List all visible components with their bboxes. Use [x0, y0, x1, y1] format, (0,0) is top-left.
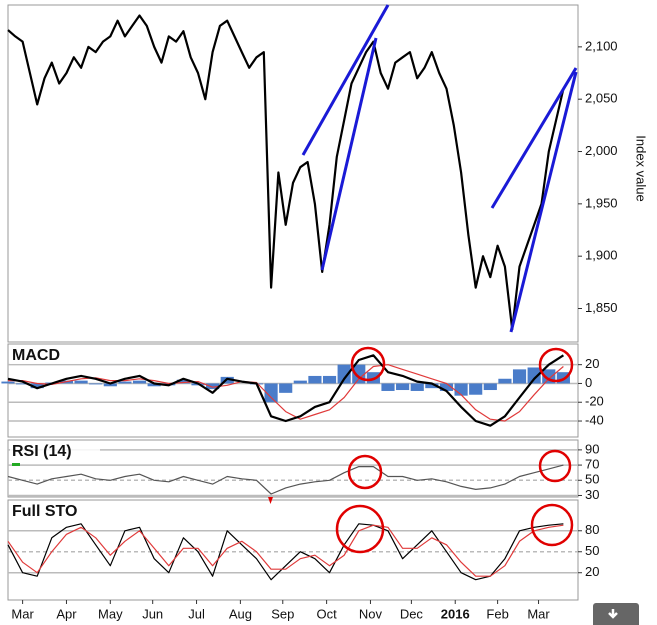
histogram-bar [176, 379, 190, 384]
panel-title-bg [10, 442, 100, 460]
histogram-bar [381, 383, 395, 391]
trend-line [320, 37, 378, 271]
trend-line [490, 67, 578, 209]
histogram-bar [147, 383, 161, 387]
x-tick-label: Sep [271, 606, 294, 621]
y-tick-label: 70 [585, 457, 599, 472]
histogram-bar [308, 375, 322, 384]
series-line [7, 464, 564, 495]
y-tick-label: 1,850 [585, 300, 618, 315]
histogram-bar [118, 381, 132, 384]
histogram-bar [337, 364, 351, 384]
histogram-bar [425, 383, 439, 389]
panel-frame [7, 4, 579, 343]
series-line [7, 354, 564, 427]
x-tick-label: Mar [11, 606, 34, 621]
highlight-circle [335, 504, 385, 554]
histogram-bar [410, 383, 424, 391]
download-icon[interactable] [608, 609, 618, 619]
series-line [8, 364, 564, 422]
histogram-bar [279, 383, 293, 393]
panel-title: MACD [12, 347, 60, 364]
highlight-circle [347, 454, 383, 490]
highlight-circles [335, 346, 574, 554]
x-tick-label: Mar [527, 606, 550, 621]
histogram-bar [396, 383, 410, 391]
histogram-bar [293, 380, 307, 384]
histogram-bar [512, 369, 527, 384]
x-tick-label: Apr [56, 606, 77, 621]
series-line [7, 14, 565, 331]
y-tick-label: -20 [585, 394, 604, 409]
highlight-circle [350, 346, 386, 382]
histogram-bar [103, 383, 117, 387]
y-tick-label: 20 [585, 356, 599, 371]
panel-title-bg [10, 502, 100, 520]
histogram-bar [498, 378, 512, 384]
histogram-bar [1, 381, 15, 384]
x-tick-label: Oct [316, 606, 337, 621]
y-tick-label: 0 [585, 375, 592, 390]
x-tick-label: Dec [400, 606, 424, 621]
panel-frame [7, 439, 579, 498]
panel-title: Full STO [12, 503, 77, 520]
series-line [7, 524, 564, 577]
y-axis-label: Index value [634, 135, 649, 202]
trend-line [509, 71, 578, 333]
highlight-circle [530, 503, 574, 547]
plot-layer: 1,850 1,900 1,950 2,000 2,050 2,100 Index valu… [1, 4, 649, 621]
y-tick-label: 2,000 [585, 143, 618, 158]
histogram-bar [74, 380, 88, 384]
histogram-bar [439, 383, 454, 391]
y-tick-label: 90 [585, 441, 599, 456]
histogram-bar [322, 375, 337, 384]
histogram-bar [89, 383, 103, 385]
x-tick-label: 2016 [441, 606, 470, 621]
x-tick-label: Aug [229, 606, 252, 621]
histogram-bar [206, 383, 220, 390]
histogram-bar [16, 383, 30, 385]
y-tick-label: 1,950 [585, 195, 618, 210]
series-line [7, 523, 564, 581]
trend-lines [301, 4, 578, 333]
highlight-circle [538, 449, 572, 483]
panel-title: RSI (14) [12, 443, 72, 460]
histogram-bar [454, 383, 468, 396]
y-tick-label: 50 [585, 472, 599, 487]
histogram-bar [132, 380, 147, 384]
y-tick-label: 2,100 [585, 38, 618, 53]
highlight-circle [538, 347, 574, 383]
rsi-marker [268, 497, 273, 504]
panel-frame [7, 499, 579, 601]
y-tick-label: 2,050 [585, 91, 618, 106]
rsi-marker [12, 463, 20, 466]
download-button[interactable] [593, 603, 639, 625]
y-tick-label: 1,900 [585, 248, 618, 263]
histogram-bar [527, 367, 541, 384]
trend-line [301, 4, 390, 156]
y-tick-label: 30 [585, 487, 599, 502]
x-tick-label: Jul [188, 606, 205, 621]
x-tick-label: Nov [359, 606, 383, 621]
y-tick-label: 80 [585, 522, 599, 537]
histogram-bar [469, 383, 483, 395]
panel-frame [7, 343, 579, 438]
x-tick-label: Feb [486, 606, 508, 621]
y-tick-label: 50 [585, 543, 599, 558]
histogram-bar [483, 383, 497, 391]
y-tick-label: 20 [585, 564, 599, 579]
panel-title-bg [10, 346, 100, 364]
histogram-bar [264, 383, 278, 403]
x-tick-label: Jun [142, 606, 163, 621]
y-tick-label: -40 [585, 412, 604, 427]
histogram-bar [30, 383, 44, 389]
x-tick-label: May [98, 606, 123, 621]
